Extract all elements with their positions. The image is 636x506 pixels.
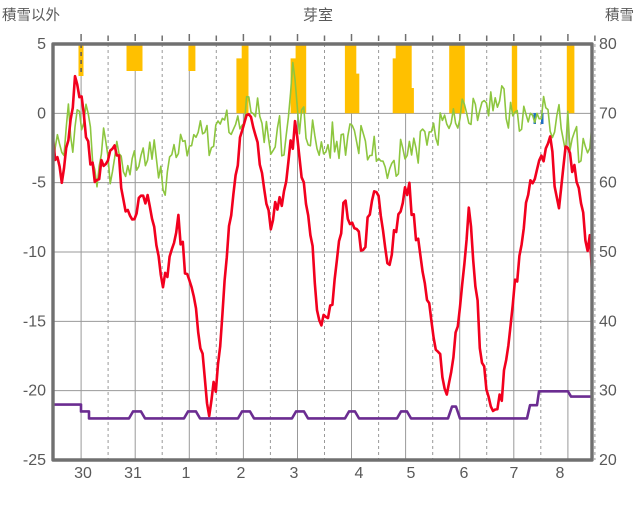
svg-text:0: 0	[37, 105, 46, 122]
svg-text:50: 50	[599, 244, 617, 261]
svg-text:1: 1	[182, 465, 191, 482]
svg-text:-25: -25	[23, 452, 46, 469]
svg-text:3: 3	[290, 465, 299, 482]
svg-text:-20: -20	[23, 383, 46, 400]
svg-text:31: 31	[124, 465, 142, 482]
svg-text:70: 70	[599, 105, 617, 122]
svg-text:20: 20	[599, 452, 617, 469]
svg-text:8: 8	[556, 465, 565, 482]
svg-text:30: 30	[74, 465, 92, 482]
svg-text:-10: -10	[23, 244, 46, 261]
svg-text:7: 7	[510, 465, 519, 482]
svg-text:30: 30	[599, 383, 617, 400]
svg-text:5: 5	[407, 465, 416, 482]
svg-text:80: 80	[599, 36, 617, 53]
svg-text:40: 40	[599, 313, 617, 330]
svg-text:2: 2	[237, 465, 246, 482]
svg-text:6: 6	[460, 465, 469, 482]
svg-text:-5: -5	[32, 175, 46, 192]
svg-text:-15: -15	[23, 313, 46, 330]
svg-text:4: 4	[355, 465, 364, 482]
svg-text:5: 5	[37, 36, 46, 53]
svg-text:60: 60	[599, 175, 617, 192]
